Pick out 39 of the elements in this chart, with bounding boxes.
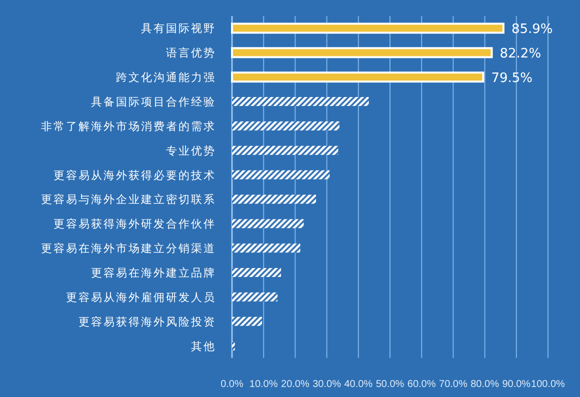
x-tick-label: 100.0% [531, 379, 566, 390]
y-tick-label: 专业优势 [166, 144, 216, 158]
y-tick-label: 更容易从海外获得必要的技术 [54, 168, 216, 182]
bar [232, 316, 262, 326]
x-tick-label: 70.0% [439, 379, 468, 390]
x-tick-label: 90.0% [502, 379, 531, 390]
bar [232, 146, 338, 155]
y-tick-label: 具有国际视野 [141, 22, 216, 36]
bar [232, 97, 369, 106]
x-tick-label: 40.0% [344, 379, 373, 390]
data-label: 79.5% [491, 71, 533, 86]
y-tick-label: 更容易与海外企业建立密切联系 [41, 193, 216, 206]
data-label: 85.9% [511, 22, 553, 38]
y-tick-label: 更容易获得海外风险投资 [78, 315, 216, 328]
y-tick-label: 语言优势 [166, 46, 216, 60]
bar [232, 292, 278, 302]
x-tick-label: 30.0% [312, 379, 342, 390]
y-tick-label: 非常了解海外市场消费者的需求 [41, 120, 216, 133]
bar [232, 121, 340, 130]
x-tick-label: 0.0% [220, 379, 244, 390]
bar [232, 341, 235, 350]
y-tick-label: 其他 [191, 340, 216, 353]
x-tick-label: 10.0% [249, 379, 278, 390]
y-tick-label: 更容易在海外市场建立分销渠道 [41, 242, 216, 256]
y-tick-label: 更容易在海外建立品牌 [91, 266, 216, 280]
x-tick-label: 50.0% [376, 379, 404, 390]
bar [232, 170, 330, 180]
x-tick-label: 80.0% [470, 379, 500, 390]
bar [232, 268, 281, 277]
data-label: 82.2% [500, 46, 542, 62]
y-tick-label: 更容易获得海外研发合作伙伴 [54, 218, 216, 231]
y-tick-label: 跨文化沟通能力强 [116, 71, 216, 84]
y-tick-label: 更容易从海外雇佣研发人员 [66, 290, 216, 304]
bar [232, 244, 300, 253]
x-tick-label: 60.0% [407, 379, 436, 390]
x-tick-label: 20.0% [281, 379, 310, 390]
bar [232, 194, 316, 204]
bar [232, 219, 304, 228]
y-tick-label: 具备国际项目合作经验 [91, 96, 216, 108]
